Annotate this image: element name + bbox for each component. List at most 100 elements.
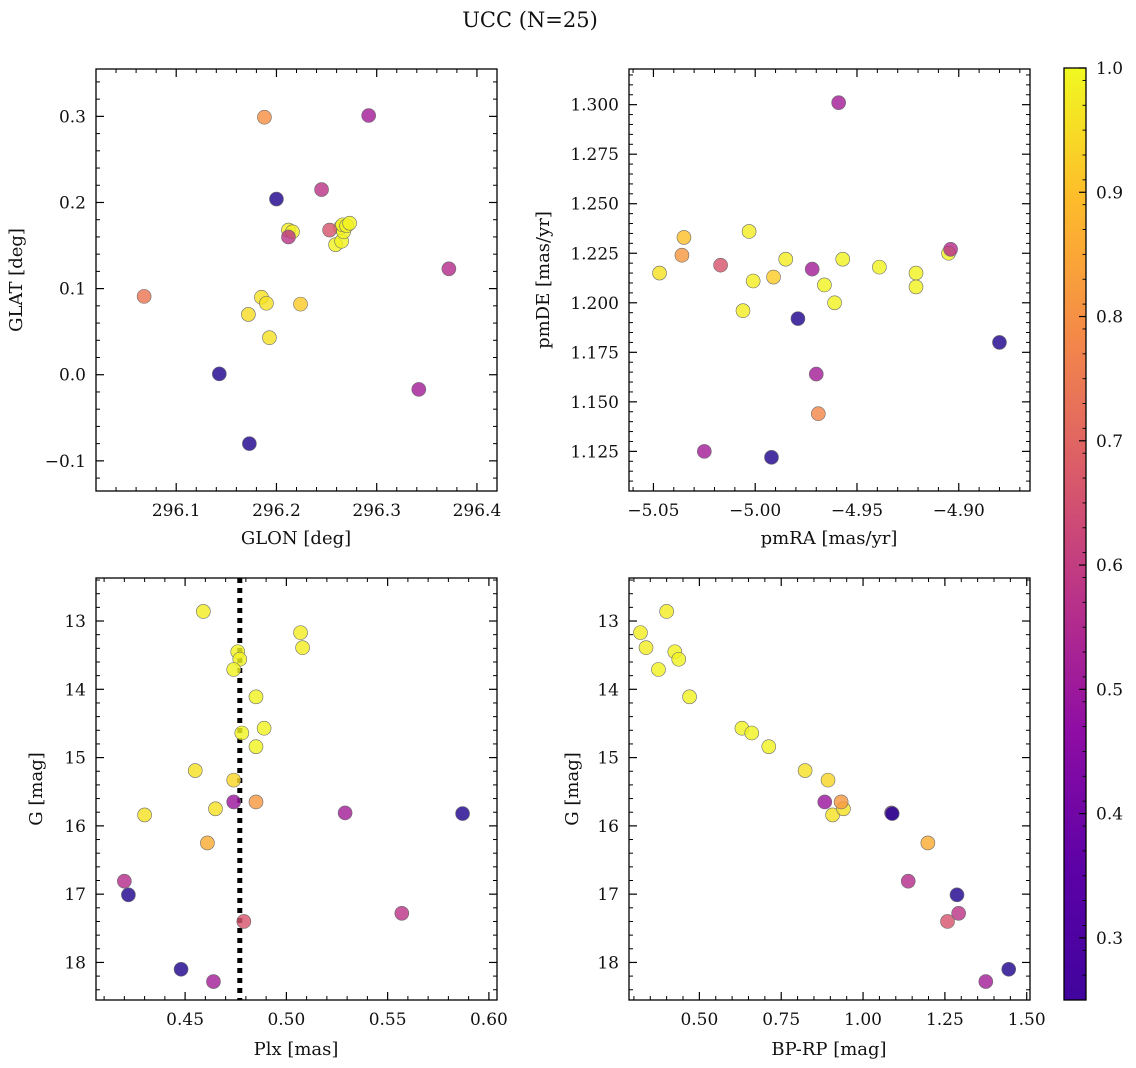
data-point [735, 303, 751, 319]
y-tick-label: 1.200 [570, 294, 619, 314]
data-point [455, 806, 470, 821]
colorbar-tick-label: 0.5 [1096, 680, 1123, 700]
data-point [817, 794, 833, 810]
x-tick-label: 296.4 [453, 501, 502, 521]
data-point [226, 662, 242, 677]
data-point [884, 806, 900, 821]
y-tick-label: 17 [597, 885, 619, 905]
data-point [226, 794, 242, 810]
x-tick-label: 1.25 [926, 1010, 964, 1030]
data-point [638, 640, 654, 655]
y-tick-label: 1.300 [570, 96, 619, 116]
data-point [943, 241, 958, 257]
data-point [671, 651, 687, 667]
panel-sky: 296.1 296.2 296.3 296.4 −0.1 0.0 0.1 0.2 0.3 GLO… [6, 68, 502, 549]
data-point [187, 763, 203, 778]
panel-plx-ylabel: G [mag] [26, 752, 47, 825]
data-point [659, 604, 674, 619]
colorbar-tick-label: 1.0 [1096, 59, 1123, 79]
data-point [206, 974, 221, 989]
x-tick-label: 0.60 [470, 1010, 508, 1030]
y-tick-label: 15 [64, 749, 86, 769]
panel-cmd: 0.50 0.75 1.00 1.25 1.50 13 14 15 16 17 18 BP-RP [… [562, 577, 1046, 1060]
data-point [827, 295, 842, 311]
y-tick-label: 18 [64, 953, 86, 973]
data-point [831, 95, 846, 110]
colorbar-tick-label: 0.3 [1096, 929, 1123, 949]
data-point [713, 257, 728, 273]
panel-cmd-points [633, 604, 1017, 989]
x-tick-label: −5.00 [729, 501, 781, 521]
data-point [361, 108, 376, 123]
y-tick-label: 1.225 [570, 244, 619, 264]
figure-title: UCC (N=25) [462, 8, 598, 32]
data-point [790, 311, 806, 326]
x-tick-label: 0.55 [369, 1010, 407, 1030]
data-point [394, 905, 410, 921]
data-point [811, 406, 826, 422]
panel-pm: −5.05 −5.00 −4.95 −4.90 1.125 1.150 1.175 1.200… [533, 68, 1031, 549]
data-point [269, 191, 284, 207]
y-tick-label: 16 [64, 817, 86, 837]
data-point [295, 640, 310, 655]
data-point [817, 277, 832, 293]
panel-pm-frame [628, 68, 1031, 492]
panel-pm-points [652, 95, 1007, 465]
x-tick-label: −4.90 [933, 501, 985, 521]
y-tick-label: 0.2 [59, 193, 86, 213]
data-point [173, 961, 189, 977]
data-point [411, 382, 427, 397]
data-point [761, 739, 777, 754]
y-tick-label: 14 [597, 680, 619, 700]
data-point [241, 307, 256, 322]
data-point [908, 279, 924, 295]
data-point [745, 273, 761, 289]
data-point [117, 873, 132, 889]
data-point [697, 444, 712, 459]
data-point [242, 436, 257, 451]
x-tick-label: −5.05 [627, 501, 679, 521]
data-point [262, 330, 277, 346]
data-point [652, 265, 667, 281]
data-point [234, 725, 250, 741]
y-tick-label: 0.1 [59, 280, 86, 300]
data-point [741, 224, 757, 239]
data-point [1001, 961, 1017, 977]
data-point [908, 265, 924, 281]
x-tick-label: 0.50 [680, 1010, 718, 1030]
data-point [248, 739, 264, 754]
data-point [236, 914, 252, 929]
data-point [212, 366, 227, 382]
data-point [257, 109, 272, 125]
data-point [951, 905, 966, 921]
y-tick-label: 13 [64, 612, 86, 632]
panel-cmd-ylabel: G [mag] [562, 752, 583, 825]
y-tick-label: 1.175 [570, 343, 619, 363]
data-point [281, 229, 296, 245]
colorbar-tick-label: 0.6 [1096, 556, 1123, 576]
data-point [674, 247, 690, 263]
x-tick-label: 296.2 [252, 501, 301, 521]
data-point [676, 230, 692, 245]
y-tick-label: 16 [597, 817, 619, 837]
y-tick-label: 17 [64, 885, 86, 905]
data-point [900, 873, 916, 889]
data-point [651, 662, 666, 677]
colorbar-tick-label: 0.4 [1096, 805, 1123, 825]
panel-plx-points [117, 604, 470, 989]
data-point [920, 835, 936, 851]
panel-pm-ylabel: pmDE [mas/yr] [533, 211, 554, 349]
panel-plx-axes: 0.45 0.50 0.55 0.60 13 14 15 16 17 18 [64, 578, 508, 1030]
panel-cmd-axes: 0.50 0.75 1.00 1.25 1.50 13 14 15 16 17 18 [597, 578, 1046, 1030]
data-point [226, 772, 242, 788]
data-point [256, 720, 272, 736]
data-point [314, 182, 329, 197]
panel-sky-ylabel: GLAT [deg] [6, 228, 27, 332]
data-point [137, 807, 152, 823]
data-point [342, 215, 357, 231]
colorbar-tick-label: 0.8 [1096, 308, 1123, 328]
y-tick-label: 18 [597, 953, 619, 973]
panel-sky-axes: 296.1 296.2 296.3 296.4 −0.1 0.0 0.1 0.2 0.3 [45, 69, 502, 521]
data-point [293, 296, 308, 312]
